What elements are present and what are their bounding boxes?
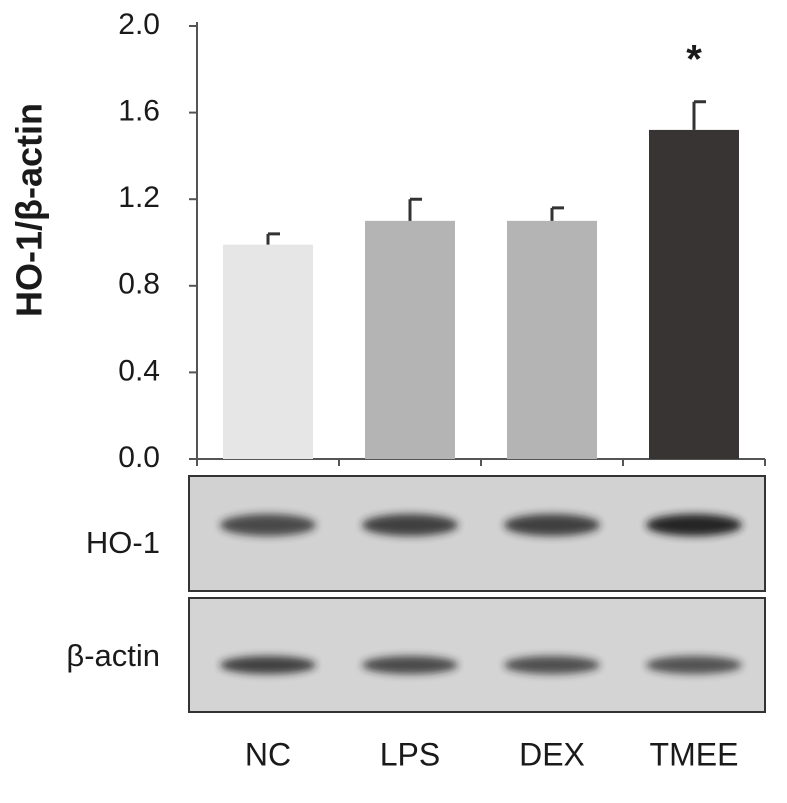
blot-label: β-actin bbox=[66, 638, 160, 673]
bar bbox=[223, 244, 313, 459]
y-axis-label: HO-1/β-actin bbox=[9, 103, 50, 317]
significance-mark: * bbox=[686, 37, 702, 81]
bar bbox=[365, 220, 455, 459]
blot-band bbox=[220, 656, 316, 674]
x-tick-label: TMEE bbox=[650, 736, 739, 772]
x-tick-label: NC bbox=[245, 736, 291, 772]
x-tick-label: DEX bbox=[519, 736, 585, 772]
y-tick-label: 1.6 bbox=[118, 95, 160, 128]
y-tick-label: 1.2 bbox=[118, 181, 160, 214]
blot-label: HO-1 bbox=[86, 525, 160, 560]
y-tick-label: 0.0 bbox=[118, 441, 160, 474]
bar bbox=[507, 220, 597, 459]
blot-band bbox=[220, 514, 316, 536]
bar bbox=[649, 129, 739, 460]
blot-panel bbox=[188, 597, 766, 713]
y-tick-label: 2.0 bbox=[118, 8, 160, 41]
blot-band bbox=[504, 514, 600, 536]
error-bar bbox=[692, 100, 706, 130]
blot-band bbox=[504, 656, 600, 674]
error-bar bbox=[550, 206, 564, 221]
error-bar bbox=[266, 232, 280, 245]
y-tick-label: 0.8 bbox=[118, 268, 160, 301]
x-tick-label: LPS bbox=[380, 736, 440, 772]
blot-band bbox=[362, 514, 458, 536]
error-bar bbox=[408, 197, 422, 221]
blot-band bbox=[362, 656, 458, 674]
blot-band bbox=[646, 514, 742, 536]
blot-band bbox=[646, 656, 742, 674]
y-tick-label: 0.4 bbox=[118, 354, 160, 387]
